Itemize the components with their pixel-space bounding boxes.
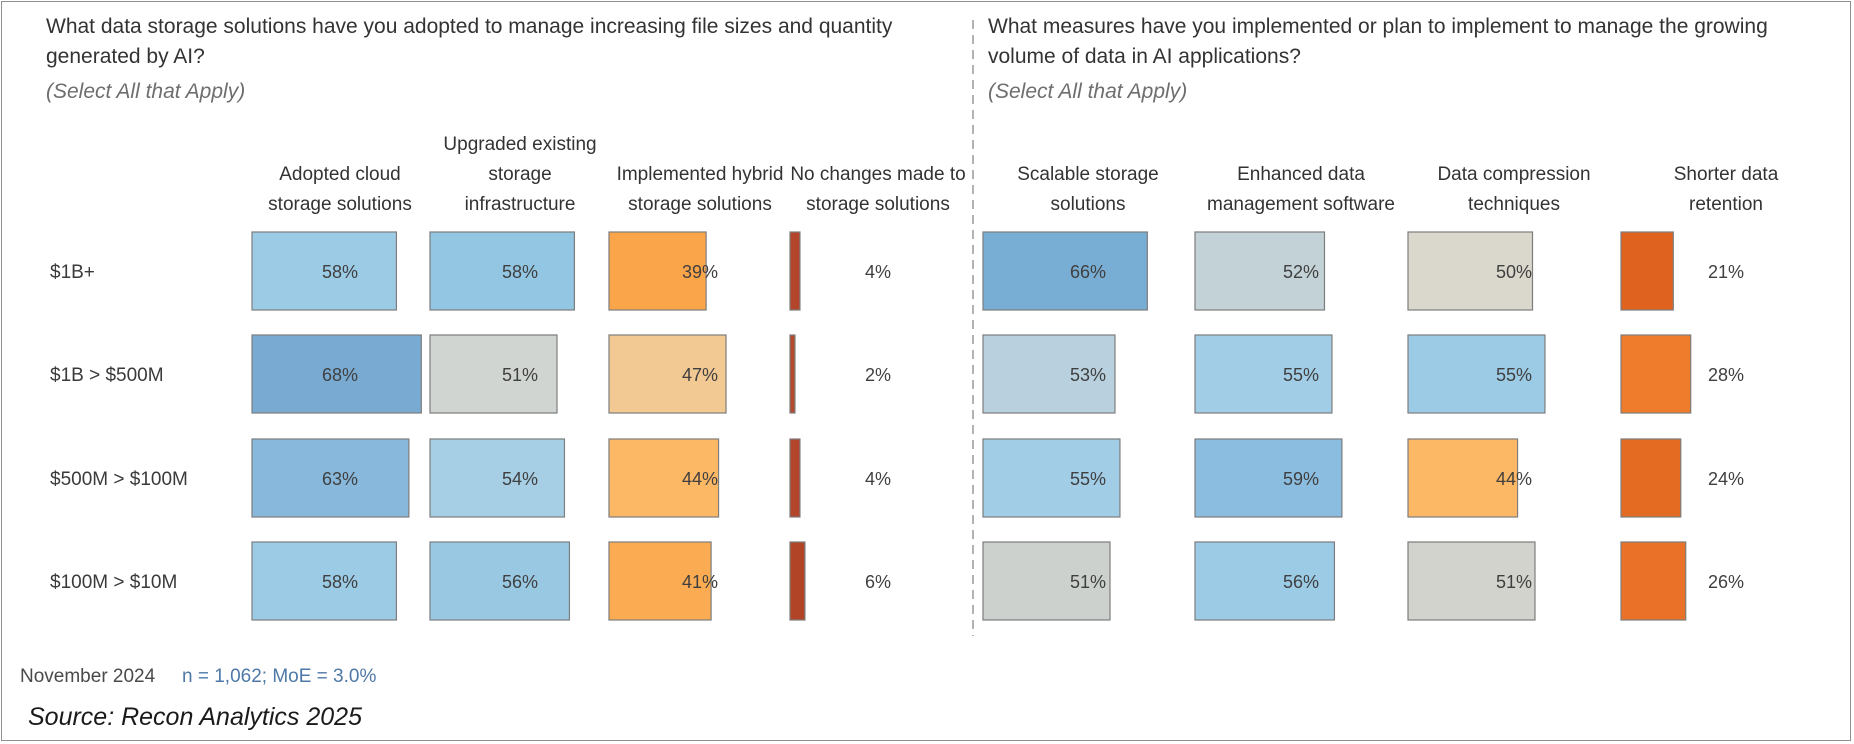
bar-value-label: 52% bbox=[1283, 262, 1319, 282]
series-header: Data compression techniques bbox=[1437, 164, 1590, 215]
bar bbox=[789, 334, 796, 414]
bar bbox=[1194, 334, 1333, 414]
bar-value-label: 55% bbox=[1070, 469, 1106, 489]
source-note: Source: Recon Analytics 2025 bbox=[28, 703, 362, 731]
series-header: Adopted cloud storage solutions bbox=[268, 164, 412, 215]
bar bbox=[251, 231, 398, 311]
row-label: $1B > $500M bbox=[50, 365, 164, 386]
bar bbox=[982, 438, 1121, 518]
bar-value-label: 53% bbox=[1070, 365, 1106, 385]
bar-value-label: 68% bbox=[322, 365, 358, 385]
bar bbox=[608, 334, 727, 414]
bar bbox=[1407, 334, 1546, 414]
series-header: No changes made to storage solutions bbox=[790, 164, 965, 215]
bar-value-label: 4% bbox=[865, 469, 891, 489]
bar bbox=[251, 438, 410, 518]
bar-value-label: 54% bbox=[502, 469, 538, 489]
bar-value-label: 6% bbox=[865, 572, 891, 592]
footer-sample-stats: n = 1,062; MoE = 3.0% bbox=[182, 666, 377, 687]
left-panel-title: What data storage solutions have you ado… bbox=[46, 15, 893, 68]
bar bbox=[982, 541, 1111, 621]
bar bbox=[608, 231, 707, 311]
bar-value-label: 51% bbox=[1496, 572, 1532, 592]
bar bbox=[1194, 438, 1343, 518]
bar-value-label: 41% bbox=[682, 572, 718, 592]
bar bbox=[789, 541, 806, 621]
series-header: Scalable storage solutions bbox=[1017, 164, 1159, 215]
bar bbox=[251, 334, 422, 414]
bar bbox=[789, 438, 801, 518]
bar-value-label: 47% bbox=[682, 365, 718, 385]
bar-value-label: 2% bbox=[865, 365, 891, 385]
row-label: $500M > $100M bbox=[50, 469, 188, 490]
bar bbox=[1407, 231, 1534, 311]
right-panel-title: What measures have you implemented or pl… bbox=[988, 15, 1768, 68]
bar-value-label: 66% bbox=[1070, 262, 1106, 282]
row-label: $1B+ bbox=[50, 262, 95, 283]
bar bbox=[608, 541, 712, 621]
bar bbox=[429, 438, 566, 518]
bar bbox=[1620, 231, 1674, 311]
bar-value-label: 58% bbox=[322, 572, 358, 592]
bar-value-label: 58% bbox=[502, 262, 538, 282]
bar bbox=[608, 438, 720, 518]
bar-value-label: 44% bbox=[1496, 469, 1532, 489]
bar bbox=[982, 334, 1116, 414]
series-header: Enhanced data management software bbox=[1207, 164, 1395, 215]
row-label: $100M > $10M bbox=[50, 572, 177, 593]
bar bbox=[1620, 334, 1692, 414]
bar-value-label: 26% bbox=[1708, 572, 1744, 592]
bar-value-label: 63% bbox=[322, 469, 358, 489]
bar-value-label: 56% bbox=[1283, 572, 1319, 592]
series-header: Shorter data retention bbox=[1674, 164, 1779, 215]
bar-value-label: 51% bbox=[502, 365, 538, 385]
bar-value-label: 24% bbox=[1708, 469, 1744, 489]
bar bbox=[1194, 231, 1326, 311]
bar bbox=[1194, 541, 1336, 621]
bar-value-label: 51% bbox=[1070, 572, 1106, 592]
bar-value-label: 4% bbox=[865, 262, 891, 282]
series-header: Implemented hybrid storage solutions bbox=[617, 164, 784, 215]
left-panel-subtitle: (Select All that Apply) bbox=[46, 80, 246, 103]
footer-date: November 2024 bbox=[20, 666, 156, 687]
bar-value-label: 56% bbox=[502, 572, 538, 592]
bar-value-label: 59% bbox=[1283, 469, 1319, 489]
bar-value-label: 28% bbox=[1708, 365, 1744, 385]
bar-value-label: 44% bbox=[682, 469, 718, 489]
bar bbox=[1620, 541, 1687, 621]
bar bbox=[429, 231, 576, 311]
bar bbox=[1620, 438, 1682, 518]
bar-value-label: 50% bbox=[1496, 262, 1532, 282]
bar-value-label: 58% bbox=[322, 262, 358, 282]
bar-value-label: 55% bbox=[1496, 365, 1532, 385]
bar-value-label: 21% bbox=[1708, 262, 1744, 282]
bar bbox=[429, 334, 558, 414]
bar bbox=[982, 231, 1148, 311]
bar bbox=[1407, 541, 1536, 621]
bar bbox=[429, 541, 571, 621]
bar bbox=[251, 541, 398, 621]
bar-value-label: 55% bbox=[1283, 365, 1319, 385]
series-header: Upgraded existing storage infrastructure bbox=[443, 134, 596, 215]
right-panel-subtitle: (Select All that Apply) bbox=[988, 80, 1188, 103]
bar bbox=[1407, 438, 1519, 518]
bar-value-label: 39% bbox=[682, 262, 718, 282]
bar bbox=[789, 231, 801, 311]
